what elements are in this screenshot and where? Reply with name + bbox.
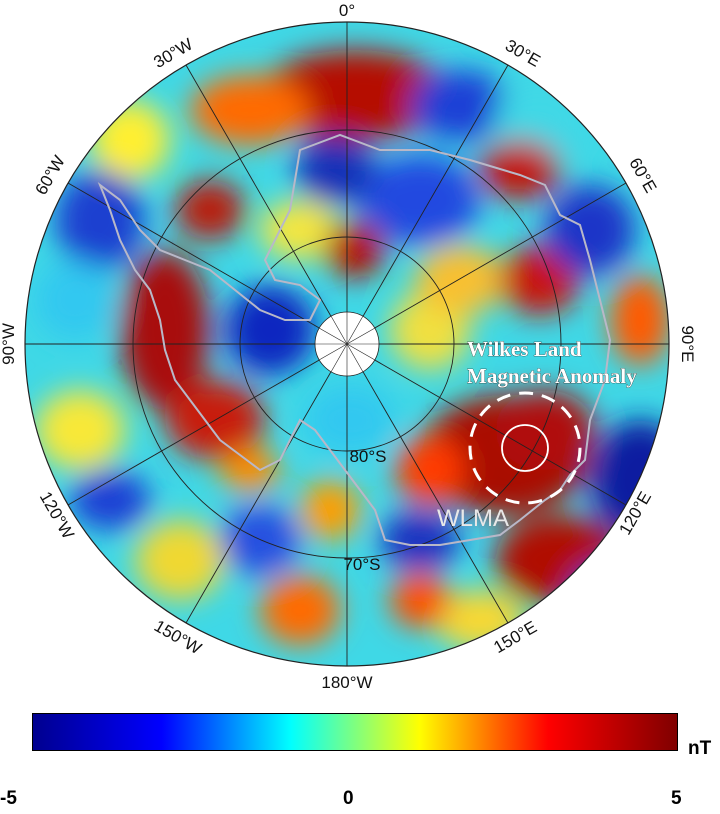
lon-label-180w: 180°W [321,673,372,692]
lon-label-90e: 90°E [678,325,697,362]
antarctica-coastline [97,133,612,546]
colorbar [32,713,678,751]
magnetic-anomaly-map: 0° 30°E 60°E 90°E 120°E 150°E 180°W 150°… [0,1,697,692]
wlma-dashed-circle [468,391,582,505]
anomaly-annotation-line2: Magnetic Anomaly [467,364,637,388]
wlma-inner-circle [501,424,549,472]
pole-meridians [315,312,379,376]
lon-label-60e: 60°E [625,154,660,196]
wlma-label: WLMA [437,505,509,532]
colorbar-mid-label: 0 [343,788,354,809]
lon-label-90w: 90°W [0,323,18,365]
lon-label-0: 0° [339,1,355,20]
lat-label-70s: 70°S [343,555,380,574]
colorbar-max-label: 5 [671,788,682,809]
colorbar-min-label: -5 [0,788,17,809]
colorbar-unit-label: nT [688,738,712,759]
anomaly-annotation-line1: Wilkes Land [467,337,582,361]
meridians [25,22,669,666]
lat-label-80s: 80°S [349,447,386,466]
